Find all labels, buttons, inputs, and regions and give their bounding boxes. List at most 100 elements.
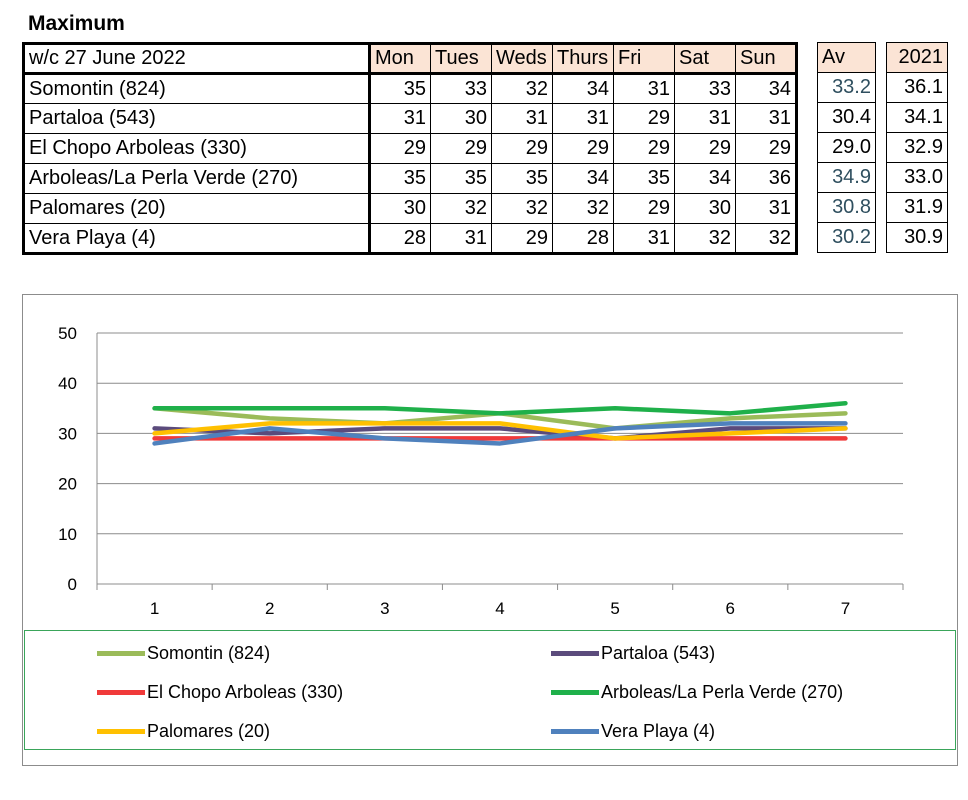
temperature-cell: 35 [491, 163, 553, 194]
temperature-cell: 32 [552, 193, 614, 224]
temperature-cell: 30 [369, 193, 431, 224]
prev-year-cell: 31.9 [886, 192, 948, 223]
temperature-cell: 29 [613, 133, 675, 164]
day-header: Mon [369, 43, 431, 75]
chart-legend: Somontin (824) Partaloa (543) El Chopo Arb… [24, 630, 956, 750]
temperature-cell: 28 [369, 223, 431, 254]
temperature-cell: 29 [369, 133, 431, 164]
prev-row: 36.1 [886, 72, 948, 103]
average-cell: 30.8 [817, 192, 876, 223]
temperature-cell: 28 [552, 223, 614, 254]
temperature-cell: 31 [491, 103, 553, 134]
legend-item: Palomares (20) [97, 719, 270, 743]
temperature-cell: 35 [369, 73, 431, 104]
temperature-cell: 31 [613, 73, 675, 104]
temperature-cell: 29 [430, 133, 492, 164]
x-tick-label: 5 [610, 599, 619, 618]
legend-item: Vera Playa (4) [551, 719, 715, 743]
legend-label: Arboleas/La Perla Verde (270) [601, 681, 844, 702]
y-tick-label: 10 [58, 525, 77, 544]
temperature-cell: 29 [735, 133, 798, 164]
temperature-cell: 31 [552, 103, 614, 134]
y-tick-label: 50 [58, 324, 77, 343]
temperature-cell: 31 [735, 103, 798, 134]
temperature-cell: 29 [552, 133, 614, 164]
page-title: Maximum [28, 12, 125, 35]
prev-year-cell: 33.0 [886, 162, 948, 193]
x-tick-label: 3 [380, 599, 389, 618]
temperature-cell: 30 [430, 103, 492, 134]
legend-swatch [551, 650, 599, 656]
temperature-cell: 31 [674, 103, 736, 134]
prev-year-header: 2021 [886, 42, 948, 73]
temperature-cell: 29 [491, 133, 553, 164]
x-tick-label: 4 [495, 599, 504, 618]
av-row: 34.9 [817, 162, 876, 193]
temperature-cell: 31 [369, 103, 431, 134]
temperature-cell: 29 [674, 133, 736, 164]
average-table: Av 33.2 30.4 29.0 34.9 30.8 30.2 [817, 42, 876, 253]
day-header: Fri [613, 43, 675, 75]
legend-label: El Chopo Arboleas (330) [147, 681, 344, 702]
series-line [152, 421, 848, 441]
table-header-row: w/c 27 June 2022 Mon Tues Weds Thurs Fri Sat Su… [23, 43, 798, 75]
temperature-cell: 34 [552, 163, 614, 194]
temperature-cell: 34 [735, 73, 798, 104]
series-line [152, 401, 848, 416]
temperature-cell: 29 [613, 193, 675, 224]
legend-swatch [551, 728, 599, 734]
average-cell: 33.2 [817, 72, 876, 103]
average-cell: 29.0 [817, 132, 876, 163]
temperature-cell: 32 [674, 223, 736, 254]
av-row: 30.8 [817, 192, 876, 223]
temperature-table: w/c 27 June 2022 Mon Tues Weds Thurs Fri Sat Su… [22, 42, 798, 255]
previous-year-table: 2021 36.1 34.1 32.9 33.0 31.9 30.9 [886, 42, 948, 253]
temperature-cell: 29 [613, 103, 675, 134]
x-tick-label: 6 [726, 599, 735, 618]
prev-row: 31.9 [886, 192, 948, 223]
legend-label: Partaloa (543) [601, 642, 716, 663]
temperature-cell: 35 [430, 163, 492, 194]
table-row: Partaloa (543) 31 30 31 31 29 31 31 [23, 103, 798, 134]
y-tick-label: 20 [58, 475, 77, 494]
legend-item: Partaloa (543) [551, 641, 715, 665]
temperature-cell: 31 [430, 223, 492, 254]
day-header: Tues [430, 43, 492, 75]
x-tick-label: 1 [150, 599, 159, 618]
table-row: Arboleas/La Perla Verde (270) 35 35 35 34 35 3… [23, 163, 798, 194]
day-header: Sun [735, 43, 798, 75]
prev-row: 34.1 [886, 102, 948, 133]
legend-item: Arboleas/La Perla Verde (270) [551, 680, 843, 704]
prev-row: 33.0 [886, 162, 948, 193]
prev-row: 32.9 [886, 132, 948, 163]
station-name: Vera Playa (4) [23, 223, 371, 254]
legend-item: El Chopo Arboleas (330) [97, 680, 343, 704]
av-header-row: Av [817, 42, 876, 73]
series-line [152, 421, 848, 446]
x-tick-label: 7 [841, 599, 850, 618]
temperature-cell: 31 [735, 193, 798, 224]
y-tick-label: 40 [58, 374, 77, 393]
prev-row: 30.9 [886, 222, 948, 253]
prev-year-cell: 34.1 [886, 102, 948, 133]
temperature-cell: 29 [491, 223, 553, 254]
av-header: Av [817, 42, 876, 73]
average-cell: 34.9 [817, 162, 876, 193]
station-name: Partaloa (543) [23, 103, 371, 134]
prev-year-cell: 30.9 [886, 222, 948, 253]
legend-label: Palomares (20) [147, 720, 271, 741]
temperature-cell: 33 [674, 73, 736, 104]
day-header: Weds [491, 43, 553, 75]
legend-swatch [97, 689, 145, 695]
prev-header-row: 2021 [886, 42, 948, 73]
legend-label: Somontin (824) [147, 642, 271, 663]
temperature-cell: 32 [735, 223, 798, 254]
legend-label: Vera Playa (4) [601, 720, 716, 741]
week-label: w/c 27 June 2022 [23, 43, 371, 75]
table-row: Vera Playa (4) 28 31 29 28 31 32 32 [23, 223, 798, 254]
table-row: Palomares (20) 30 32 32 32 29 30 31 [23, 193, 798, 224]
temperature-cell: 32 [491, 193, 553, 224]
line-chart: 0 10 20 30 40 50 1 2 3 4 5 6 7 [58, 324, 904, 618]
y-tick-label: 0 [68, 575, 77, 594]
average-cell: 30.2 [817, 222, 876, 253]
